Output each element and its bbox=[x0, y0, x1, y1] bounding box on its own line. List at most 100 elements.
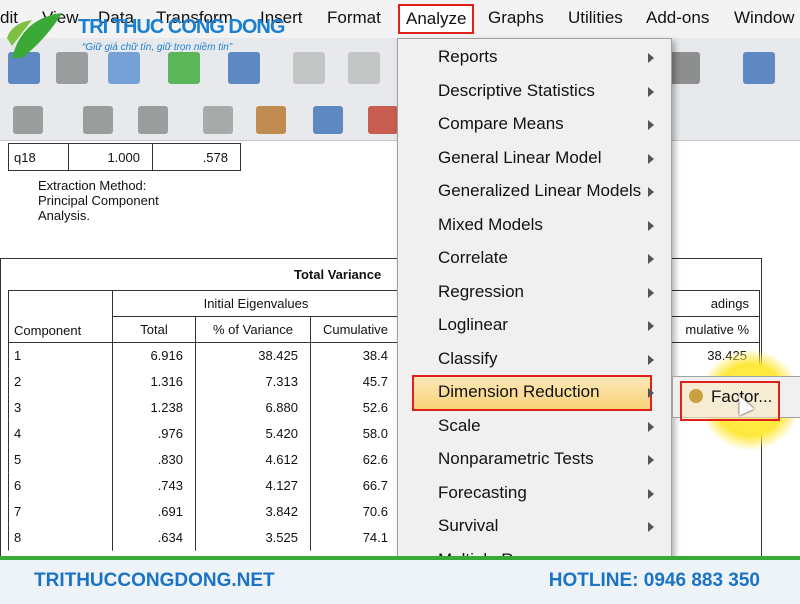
submenu-arrow bbox=[648, 220, 654, 231]
footer-site: TRITHUCCONGDONG.NET bbox=[34, 570, 275, 591]
menu-item[interactable]: Mixed Models bbox=[438, 214, 543, 234]
menu-bar-item[interactable]: Analyze bbox=[398, 4, 475, 34]
table-cell: q18 bbox=[8, 143, 69, 171]
table-cell: 45.7 bbox=[310, 368, 401, 395]
table-cell: 1.000 bbox=[68, 143, 153, 171]
menu-item[interactable]: Generalized Linear Models bbox=[438, 181, 642, 200]
table-cell: 58.0 bbox=[310, 420, 401, 447]
menu-item[interactable]: Dimension Reduction bbox=[438, 382, 600, 401]
table-cell: 62.6 bbox=[310, 446, 401, 473]
menu-bar-item[interactable]: Format bbox=[327, 8, 381, 27]
table-cell: 7 bbox=[8, 498, 113, 525]
menu-bar-item[interactable]: Transform bbox=[156, 8, 233, 27]
toolbar-icon[interactable] bbox=[228, 52, 260, 84]
submenu-item[interactable]: Factor... bbox=[711, 387, 773, 406]
table-cell: 4 bbox=[8, 420, 113, 447]
menu-item[interactable]: Compare Means bbox=[438, 114, 564, 133]
menu-bar-item[interactable]: dit bbox=[0, 8, 18, 27]
toolbar-icon[interactable] bbox=[138, 106, 168, 134]
table-title: Total Variance bbox=[294, 267, 382, 282]
menu-item[interactable]: General Linear Model bbox=[438, 147, 602, 167]
toolbar-icon[interactable] bbox=[83, 106, 113, 134]
menu-item[interactable]: Survival bbox=[438, 516, 499, 535]
table-cell: 38.425 bbox=[195, 342, 311, 369]
table-cell: .691 bbox=[112, 498, 196, 525]
footer-hotline: HOTLINE: 0946 883 350 bbox=[548, 570, 760, 591]
submenu-arrow bbox=[648, 187, 654, 197]
menu-item[interactable]: Regression bbox=[438, 281, 524, 301]
submenu-arrow bbox=[648, 254, 654, 264]
table-cell: 1.316 bbox=[112, 368, 196, 395]
table-cell: Component bbox=[8, 290, 113, 343]
menu-bar-item[interactable]: Window bbox=[734, 8, 795, 27]
submenu-arrow bbox=[648, 421, 654, 432]
menu-bar-item[interactable]: Utilities bbox=[568, 8, 623, 27]
table-cell: 38.4 bbox=[310, 342, 401, 369]
menu-bar-item[interactable]: Insert bbox=[260, 8, 303, 27]
table-cell: 74.1 bbox=[310, 524, 401, 551]
table-cell: 4.612 bbox=[195, 446, 311, 473]
toolbar-icon[interactable] bbox=[313, 106, 343, 134]
toolbar-icon[interactable] bbox=[368, 106, 398, 134]
table-cell: 6.880 bbox=[195, 394, 311, 421]
toolbar-icon[interactable] bbox=[293, 52, 325, 84]
toolbar-icon[interactable] bbox=[668, 52, 700, 84]
table-cell: .830 bbox=[112, 446, 196, 473]
toolbar-icon[interactable] bbox=[743, 52, 775, 84]
table-cell: .976 bbox=[112, 420, 196, 447]
toolbar-icon[interactable] bbox=[13, 106, 43, 134]
submenu-arrow bbox=[648, 455, 654, 465]
toolbar-icon[interactable] bbox=[256, 106, 286, 134]
menu-bar-item[interactable]: Data bbox=[98, 8, 134, 27]
menu-item[interactable]: Loglinear bbox=[438, 315, 508, 334]
submenu-arrow bbox=[648, 321, 654, 331]
logo: TRI THUC CONG DONG “Giữ giá chữ tín, giữ… bbox=[0, 0, 285, 80]
table-cell: 6 bbox=[8, 472, 113, 499]
table-cell: 5.420 bbox=[195, 420, 311, 447]
table-cell: 2 bbox=[8, 368, 113, 395]
table-cell: 1.238 bbox=[112, 394, 196, 421]
logo-icon bbox=[7, 13, 62, 58]
menu-bar-item[interactable]: Graphs bbox=[488, 8, 544, 27]
table-cell: Total bbox=[112, 316, 196, 343]
menu-item[interactable]: Descriptive Statistics bbox=[438, 80, 595, 100]
note-line: Analysis. bbox=[38, 208, 91, 223]
menu-item[interactable]: Scale bbox=[438, 415, 481, 435]
toolbar-icon[interactable] bbox=[56, 52, 88, 84]
logo-tagline: “Giữ giá chữ tín, giữ trọn niềm tin” bbox=[82, 42, 233, 53]
toolbar-icon[interactable] bbox=[348, 52, 380, 84]
toolbar-icon[interactable] bbox=[168, 52, 200, 84]
menu-item[interactable]: Nonparametric Tests bbox=[438, 449, 594, 468]
table-cell: 1 bbox=[8, 342, 113, 369]
menu-item[interactable]: Forecasting bbox=[438, 482, 527, 502]
table-cell: % of Variance bbox=[195, 316, 311, 343]
submenu-arrow bbox=[648, 522, 654, 532]
submenu: Factor... bbox=[672, 376, 800, 421]
menu-item[interactable]: Reports bbox=[438, 47, 498, 66]
table-cell: 6.916 bbox=[112, 342, 196, 369]
table-cell: Initial Eigenvalues bbox=[112, 290, 400, 317]
table-cell: 4.127 bbox=[195, 472, 311, 499]
menu-item[interactable]: Multiple Response bbox=[438, 549, 578, 560]
table-cell: .634 bbox=[112, 524, 196, 551]
menu-highlight[interactable] bbox=[412, 375, 652, 411]
menu-item[interactable]: Correlate bbox=[438, 248, 508, 267]
toolbar-icon[interactable] bbox=[203, 106, 233, 134]
table-cell: 3.842 bbox=[195, 498, 311, 525]
table-cell: 70.6 bbox=[310, 498, 401, 525]
table-cell: 3.525 bbox=[195, 524, 311, 551]
note-line: Extraction Method: bbox=[38, 178, 147, 193]
menu-bar-item[interactable]: Add-ons bbox=[646, 8, 710, 27]
table-cell: 8 bbox=[8, 524, 113, 551]
table-cell: 7.313 bbox=[195, 368, 311, 395]
submenu-arrow bbox=[648, 120, 654, 130]
submenu-arrow bbox=[648, 287, 654, 298]
table-cell: adings bbox=[660, 290, 760, 317]
table-cell: mulative % bbox=[660, 316, 760, 343]
menu-item[interactable]: Classify bbox=[438, 348, 498, 368]
toolbar-icon[interactable] bbox=[108, 52, 140, 84]
submenu-arrow bbox=[648, 53, 654, 63]
logo-name: TRI THUC CONG DONG bbox=[78, 16, 285, 38]
table-cell: 52.6 bbox=[310, 394, 401, 421]
